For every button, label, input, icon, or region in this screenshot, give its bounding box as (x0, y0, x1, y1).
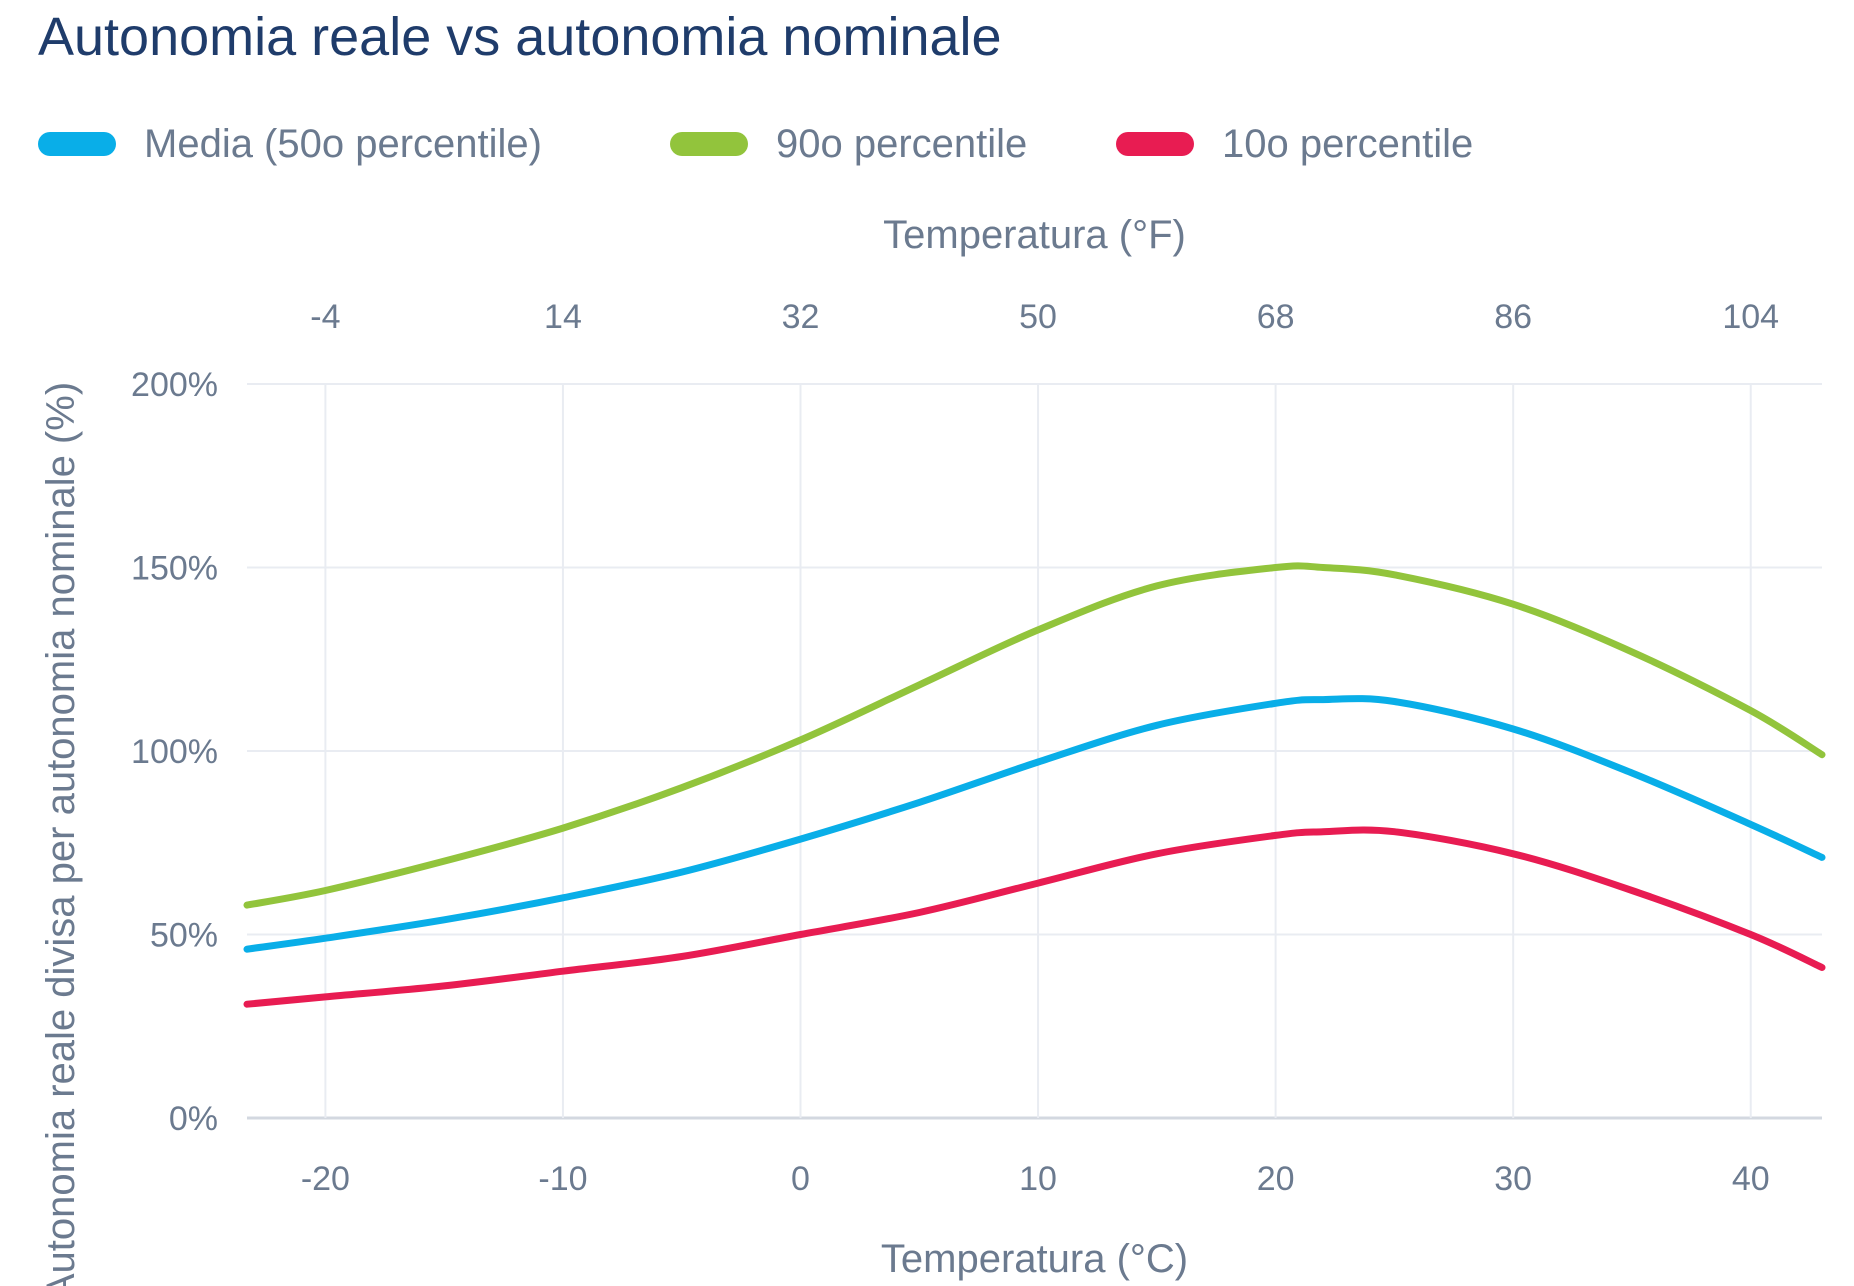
y-tick-label: 200% (131, 366, 218, 404)
grid-layer (247, 383, 1822, 1120)
x2-tick-label: 104 (1722, 298, 1779, 336)
y-tick-label: 50% (150, 917, 218, 955)
x-tick-label: -10 (538, 1160, 587, 1198)
x2-tick-label: 86 (1494, 298, 1532, 336)
legend-swatch-p10 (1116, 132, 1194, 156)
y-axis-title: Autonomia reale divisa per autonomia nom… (39, 382, 83, 1286)
x2-tick-label: 68 (1257, 298, 1295, 336)
tick-layer: 0% 50% 100% 150% 200% -20 -4 -10 14 0 32 10 50 20 68 30… (131, 298, 1779, 1198)
chart-title: Autonomia reale vs autonomia nominale (38, 7, 1002, 67)
x-tick-label: 0 (791, 1160, 810, 1198)
legend-item-p10[interactable]: 10o percentile (1116, 116, 1473, 172)
x-tick-label: 20 (1257, 1160, 1295, 1198)
y-tick-label: 100% (131, 733, 218, 771)
series-line-median (243, 695, 1826, 953)
x2-tick-label: 32 (782, 298, 820, 336)
x2-tick-label: -4 (310, 298, 340, 336)
legend-item-median[interactable]: Media (50o percentile) (38, 116, 542, 172)
legend-label-median: Media (50o percentile) (144, 121, 542, 166)
x2-tick-label: 50 (1019, 298, 1057, 336)
legend-label-p10: 10o percentile (1222, 121, 1474, 166)
x-tick-label: 30 (1494, 1160, 1532, 1198)
series-layer (243, 562, 1826, 1008)
y-tick-label: 150% (131, 550, 218, 588)
legend-swatch-p90 (670, 132, 748, 156)
legend-label-p90: 90o percentile (776, 121, 1028, 166)
x-tick-label: 40 (1732, 1160, 1770, 1198)
series-line-p90 (243, 562, 1826, 909)
y-tick-label: 0% (169, 1100, 218, 1138)
x2-tick-label: 14 (544, 298, 582, 336)
x-tick-label: -20 (301, 1160, 350, 1198)
legend-item-p90[interactable]: 90o percentile (670, 116, 1027, 172)
series-line-p10 (243, 826, 1826, 1008)
legend-swatch-median (38, 132, 116, 156)
x2-axis-title: Temperatura (°F) (883, 213, 1186, 257)
x-axis-title: Temperatura (°C) (881, 1237, 1188, 1281)
legend: Media (50o percentile) 90o percentile 10… (38, 116, 1838, 172)
x-tick-label: 10 (1019, 1160, 1057, 1198)
